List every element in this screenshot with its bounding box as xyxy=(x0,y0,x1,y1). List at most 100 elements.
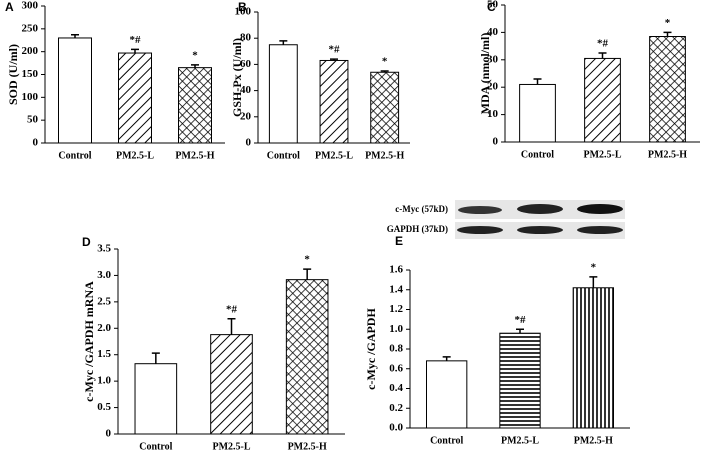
blot-band xyxy=(577,204,623,214)
blot-band xyxy=(517,204,563,214)
y-tick-label: 100 xyxy=(235,6,252,18)
bar xyxy=(584,57,621,143)
blot-band xyxy=(577,226,623,234)
y-tick-label: 1.6 xyxy=(389,264,403,276)
y-tick-label: 40 xyxy=(487,26,499,38)
bar xyxy=(58,37,92,144)
panel-letter: B xyxy=(238,0,247,14)
y-tick-label: 3.5 xyxy=(97,243,111,255)
bar xyxy=(572,287,615,429)
y-tick-label: 0 xyxy=(246,137,252,149)
error-bar xyxy=(279,40,288,45)
bar xyxy=(319,59,349,144)
blot-band xyxy=(458,206,502,214)
x-tick-label: PM2.5-H xyxy=(574,435,613,446)
y-axis-label: GSH-Px (U/ml) xyxy=(230,38,244,117)
annotation: *# xyxy=(515,314,527,326)
y-tick-label: 150 xyxy=(22,68,39,80)
error-bar xyxy=(598,52,607,59)
bar xyxy=(426,360,468,429)
y-tick-label: 1.4 xyxy=(389,283,403,295)
annotation: *# xyxy=(130,34,142,46)
error-bar xyxy=(380,70,389,73)
error-bar xyxy=(71,34,79,38)
y-tick-label: 0.0 xyxy=(389,422,403,434)
y-tick-label: 3.0 xyxy=(97,269,111,281)
x-tick-label: Control xyxy=(430,435,463,446)
y-tick-label: 60 xyxy=(240,58,252,70)
y-axis-label: c-Myc /GAPDH xyxy=(364,308,378,390)
error-bar xyxy=(303,268,312,280)
y-tick-label: 0.4 xyxy=(389,382,403,394)
y-tick-label: 40 xyxy=(240,84,252,96)
bar xyxy=(285,279,329,435)
annotation: * xyxy=(382,55,388,67)
x-tick-label: Control xyxy=(521,149,554,160)
y-tick-label: 10 xyxy=(487,108,499,120)
y-axis-label: MDA (nmol/ml) xyxy=(478,33,492,115)
panel-letter: C xyxy=(487,0,496,14)
x-tick-label: Control xyxy=(139,441,172,452)
blot-label: GAPDH (37kD) xyxy=(387,224,448,234)
y-tick-label: 20 xyxy=(240,110,252,122)
y-tick-label: 1.2 xyxy=(389,303,403,315)
y-tick-label: 0.6 xyxy=(389,362,403,374)
x-tick-label: PM2.5-H xyxy=(175,150,214,161)
error-bar xyxy=(663,31,672,37)
x-tick-label: PM2.5-L xyxy=(501,435,539,446)
bar xyxy=(268,44,298,144)
y-tick-label: 50 xyxy=(27,114,39,126)
y-tick-label: 2.0 xyxy=(97,322,111,334)
x-tick-label: Control xyxy=(58,150,91,161)
y-tick-label: 0 xyxy=(106,428,112,440)
annotation: * xyxy=(192,49,198,61)
panel-letter: A xyxy=(5,0,14,14)
y-tick-label: 0 xyxy=(493,136,499,148)
bar xyxy=(134,363,178,435)
y-tick-label: 100 xyxy=(22,91,39,103)
y-tick-label: 200 xyxy=(22,45,39,57)
y-tick-label: 1.5 xyxy=(97,348,111,360)
y-tick-label: 80 xyxy=(240,32,252,44)
y-tick-label: 50 xyxy=(487,0,499,11)
panel-letter: D xyxy=(82,235,91,249)
error-bar xyxy=(533,78,542,85)
blot-label: c-Myc (57kD) xyxy=(395,204,448,214)
x-tick-label: PM2.5-L xyxy=(212,441,250,452)
bar xyxy=(649,36,686,143)
y-tick-label: 250 xyxy=(22,22,39,34)
annotation: *# xyxy=(226,303,238,315)
x-tick-label: PM2.5-H xyxy=(365,150,404,161)
bar xyxy=(519,83,556,143)
bar xyxy=(118,52,152,144)
bar xyxy=(210,334,253,435)
y-tick-label: 20 xyxy=(487,81,499,93)
y-axis-label: c-Myc /GAPDH mRNA xyxy=(82,281,96,402)
bar xyxy=(499,332,541,429)
y-tick-label: 0 xyxy=(33,137,39,149)
x-tick-label: PM2.5-H xyxy=(648,149,687,160)
y-tick-label: 1.0 xyxy=(389,323,403,335)
x-tick-label: PM2.5-L xyxy=(315,150,353,161)
panel-letter: E xyxy=(395,234,403,248)
y-tick-label: 300 xyxy=(22,0,39,12)
x-tick-label: PM2.5-L xyxy=(116,150,154,161)
error-bar xyxy=(589,276,598,288)
bar xyxy=(370,71,400,144)
annotation: *# xyxy=(597,37,609,49)
error-bar xyxy=(516,328,524,334)
annotation: * xyxy=(304,254,310,266)
x-tick-label: Control xyxy=(267,150,300,161)
y-tick-label: 0.2 xyxy=(389,402,403,414)
y-tick-label: 30 xyxy=(487,53,499,65)
error-bar xyxy=(151,352,160,364)
y-tick-label: 0.5 xyxy=(97,401,111,413)
bar xyxy=(178,67,212,144)
blot-band xyxy=(457,226,503,234)
error-bar xyxy=(330,58,338,61)
y-tick-label: 0.8 xyxy=(389,343,403,355)
error-bar xyxy=(131,48,139,54)
error-bar xyxy=(227,318,236,335)
annotation: * xyxy=(591,261,597,273)
